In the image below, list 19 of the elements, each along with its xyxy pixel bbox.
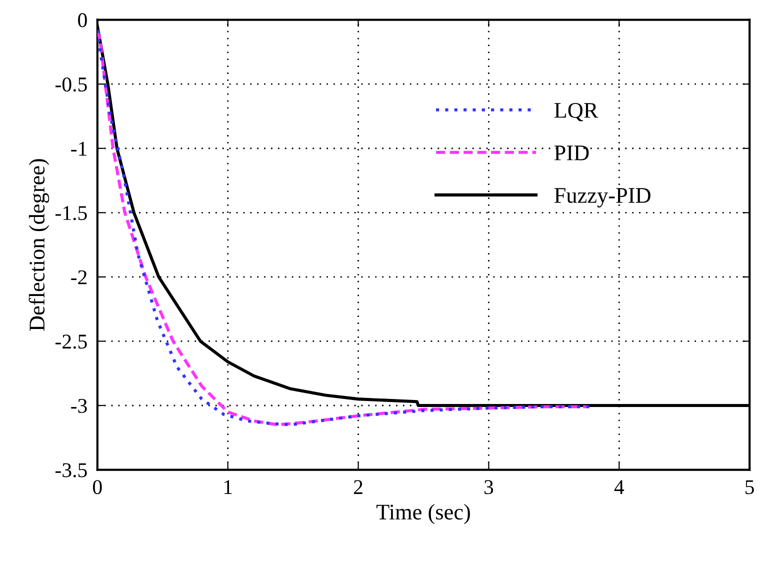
x-tick-label: 0 [92, 480, 102, 494]
x-tick-label: 2 [354, 480, 362, 494]
y-axis-title: Deflection (degree) [28, 159, 50, 331]
y-tick-label: -3 [71, 398, 87, 413]
y-tick-label: -3.5 [55, 463, 87, 478]
legend-label: LQR [554, 102, 598, 122]
legend-label: PID [554, 146, 589, 160]
legend-label: Fuzzy-PID [554, 188, 650, 208]
x-tick-label: 1 [224, 480, 232, 494]
x-axis-title: Time (sec) [376, 504, 470, 524]
x-tick-label: 5 [746, 480, 754, 494]
y-tick-label: -0.5 [55, 77, 87, 92]
x-tick-label: 4 [614, 480, 624, 494]
y-tick-label: -1 [71, 142, 86, 156]
x-tick-label: 3 [484, 480, 494, 494]
y-tick-label: -2.5 [55, 334, 87, 349]
y-tick-label: -2 [71, 270, 87, 284]
y-tick-label: 0 [78, 13, 87, 28]
y-tick-label: -1.5 [55, 206, 87, 220]
